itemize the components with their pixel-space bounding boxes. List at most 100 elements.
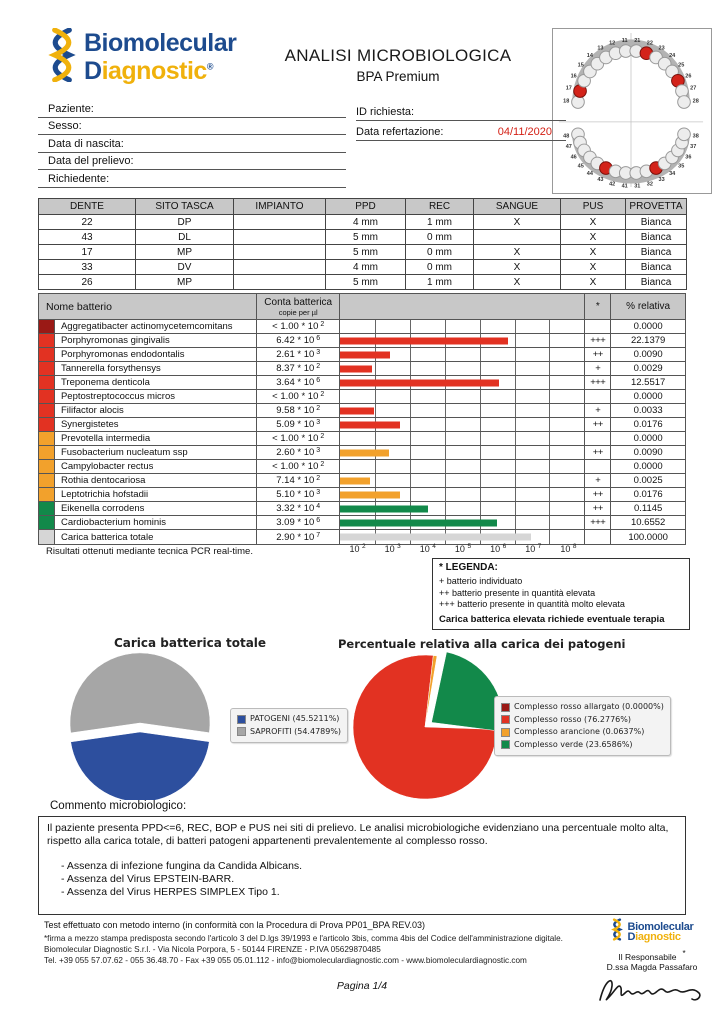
table-cell: X bbox=[473, 259, 561, 275]
bar-chart-cell bbox=[340, 348, 586, 361]
group-color-swatch bbox=[39, 432, 55, 445]
col-header-name: Nome batterio bbox=[39, 294, 258, 319]
gridline bbox=[409, 320, 411, 333]
gridline bbox=[409, 432, 411, 445]
bacteria-count: 3.32 * 10 4 bbox=[257, 502, 341, 515]
presence-stars: +++ bbox=[585, 334, 612, 347]
tooth-27 bbox=[675, 84, 689, 98]
gridline bbox=[549, 362, 551, 375]
gridline bbox=[514, 404, 516, 417]
table-row: 17 MP 5 mm 0 mm X X Bianca bbox=[38, 244, 687, 260]
col-header-star: * bbox=[585, 294, 612, 319]
bacteria-count: 7.14 * 10 2 bbox=[257, 474, 341, 487]
gridline bbox=[409, 362, 411, 375]
comment-bullet-3: - Assenza del Virus HERPES SIMPLEX Tipo … bbox=[61, 886, 280, 898]
bacteria-count: 2.61 * 10 3 bbox=[257, 348, 341, 361]
group-color-swatch bbox=[39, 446, 55, 459]
table-cell: Bianca bbox=[625, 259, 687, 275]
table-cell: DP bbox=[135, 214, 234, 230]
gridline bbox=[514, 432, 516, 445]
presence-stars: ++ bbox=[585, 446, 612, 459]
table-cell: MP bbox=[135, 274, 234, 290]
bacteria-name: Filifactor alocis bbox=[55, 404, 258, 417]
gridline bbox=[514, 446, 516, 459]
group-color-swatch bbox=[39, 362, 55, 375]
svg-text:22: 22 bbox=[647, 41, 653, 47]
bacteria-count: < 1.00 * 10 2 bbox=[257, 390, 341, 403]
report-title: ANALISI MICROBIOLOGICA bbox=[284, 46, 512, 65]
svg-text:33: 33 bbox=[659, 177, 665, 183]
presence-stars: ++ bbox=[585, 502, 612, 515]
svg-text:32: 32 bbox=[647, 181, 653, 187]
bacteria-row: Campylobacter rectus < 1.00 * 10 2 0.0000 bbox=[39, 460, 685, 474]
svg-text:13: 13 bbox=[597, 46, 603, 52]
gridline bbox=[549, 404, 551, 417]
group-color-swatch bbox=[39, 488, 55, 501]
comment-heading: Commento microbiologico: bbox=[50, 800, 187, 812]
patient-field-label: Data di nascita: bbox=[48, 137, 124, 150]
gridline bbox=[374, 432, 376, 445]
gridline bbox=[409, 446, 411, 459]
presence-stars bbox=[585, 390, 612, 403]
responsible-label: Il Responsabile * bbox=[618, 949, 686, 962]
gridline bbox=[444, 404, 446, 417]
legend-line-3: +++ batterio presente in quantità molto … bbox=[439, 599, 625, 609]
column-header: PUS bbox=[560, 198, 626, 215]
table-cell: X bbox=[560, 214, 626, 230]
pie-slice bbox=[424, 655, 438, 728]
bacteria-name: Porphyromonas gingivalis bbox=[55, 334, 258, 347]
presence-stars bbox=[585, 432, 612, 445]
report-subtitle: BPA Premium bbox=[356, 69, 440, 84]
patient-field-row: Data del prelievo: bbox=[38, 153, 346, 171]
gridline bbox=[409, 404, 411, 417]
relative-percent: 0.0029 bbox=[633, 363, 663, 374]
count-exponent: 2 bbox=[316, 475, 321, 482]
dna-helix-icon bbox=[44, 27, 80, 87]
bacteria-count: 5.09 * 10 3 bbox=[257, 418, 341, 431]
signature-star: * bbox=[682, 949, 686, 958]
gridline bbox=[514, 376, 516, 389]
axis-exponent: 6 bbox=[502, 543, 507, 550]
bar-chart-cell bbox=[340, 320, 586, 333]
gridline bbox=[479, 348, 481, 361]
presence-stars: + bbox=[585, 362, 612, 375]
bar-chart-cell bbox=[340, 502, 586, 515]
patient-field-row: Paziente: bbox=[38, 100, 346, 118]
gridline bbox=[549, 516, 551, 529]
table-cell: X bbox=[473, 244, 561, 260]
gridline bbox=[514, 334, 516, 347]
comment-bullet-2: - Assenza del Virus EPSTEIN-BARR. bbox=[61, 873, 235, 885]
bacteria-count: 2.90 * 10 7 bbox=[257, 530, 341, 544]
logo-wordmark: Biomolecular Diagnostic® bbox=[84, 31, 237, 83]
axis-exponent: 4 bbox=[432, 543, 436, 550]
table-cell: 5 mm bbox=[325, 274, 406, 290]
table-row: 22 DP 4 mm 1 mm X X Bianca bbox=[38, 214, 687, 230]
legend-line-1: + batterio individuato bbox=[439, 576, 523, 586]
svg-text:17: 17 bbox=[566, 86, 572, 92]
svg-text:36: 36 bbox=[685, 154, 691, 160]
gridline bbox=[444, 446, 446, 459]
request-id-label: ID richiesta: bbox=[356, 105, 415, 118]
bacteria-row: Cardiobacterium hominis 3.09 * 10 6 +++ 10.6… bbox=[39, 516, 685, 530]
legend-warning: Carica batterica elevata richiede eventu… bbox=[439, 613, 665, 625]
table-cell: X bbox=[473, 274, 561, 290]
gridline bbox=[514, 390, 516, 403]
gridline bbox=[409, 488, 411, 501]
pie-legend-swatch bbox=[237, 714, 246, 724]
bacteria-rows: Aggregatibacter actinomycetemcomitans < 1… bbox=[39, 320, 685, 544]
pie-legend-label: PATOGENI (45.5211%) bbox=[250, 714, 340, 723]
bacteria-count: 5.10 * 10 3 bbox=[257, 488, 341, 501]
svg-text:15: 15 bbox=[578, 62, 584, 68]
bacteria-row: Fusobacterium nucleatum ssp 2.60 * 10 3 ++ 0… bbox=[39, 446, 685, 460]
gridline bbox=[479, 474, 481, 487]
gridline bbox=[479, 488, 481, 501]
gridline bbox=[444, 460, 446, 473]
log-bar bbox=[340, 337, 508, 344]
pie-legend-swatch bbox=[501, 702, 510, 712]
gridline bbox=[479, 362, 481, 375]
footer-line-1: Test effettuato con metodo interno (in c… bbox=[44, 920, 426, 930]
svg-text:25: 25 bbox=[678, 62, 684, 68]
sampling-sites: DENTE SITO TASCA IMPIANTO PPD REC SANGUE PUS PR… bbox=[38, 198, 687, 290]
column-header: SITO TASCA bbox=[135, 198, 234, 215]
